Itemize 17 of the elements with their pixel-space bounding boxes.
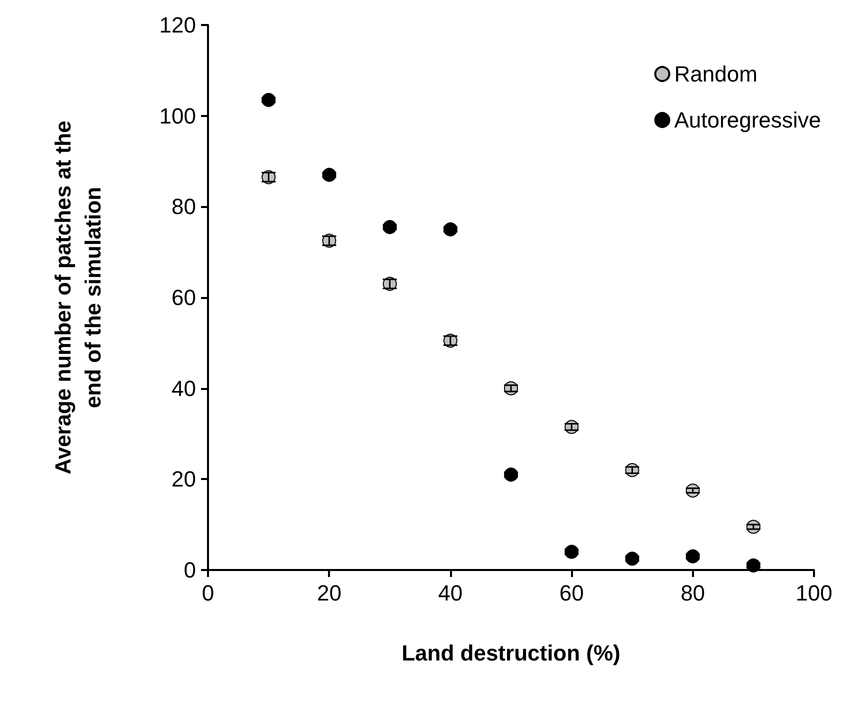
x-axis-title: Land destruction (%) (402, 640, 620, 666)
legend-label: Autoregressive (674, 108, 822, 132)
x-tick-label: 20 (316, 580, 342, 606)
y-tick-label: 80 (172, 194, 196, 220)
y-tick-label: 40 (172, 376, 196, 401)
x-tick-label: 0 (202, 580, 214, 606)
y-tick-label: 60 (172, 285, 196, 310)
y-tick-label: 0 (184, 558, 196, 582)
y-tick-label: 20 (172, 466, 196, 492)
x-tick-label: 40 (438, 580, 463, 606)
y-tick-label: 120 (159, 12, 196, 38)
x-tick-label: 80 (680, 580, 706, 606)
x-tick-label: 60 (559, 580, 584, 606)
y-tick-label: 100 (159, 103, 196, 128)
y-axis-title: Average number of patches at the end of the simulation (50, 120, 106, 474)
x-tick-label: 100 (796, 580, 832, 606)
legend-label: Random (674, 62, 758, 86)
